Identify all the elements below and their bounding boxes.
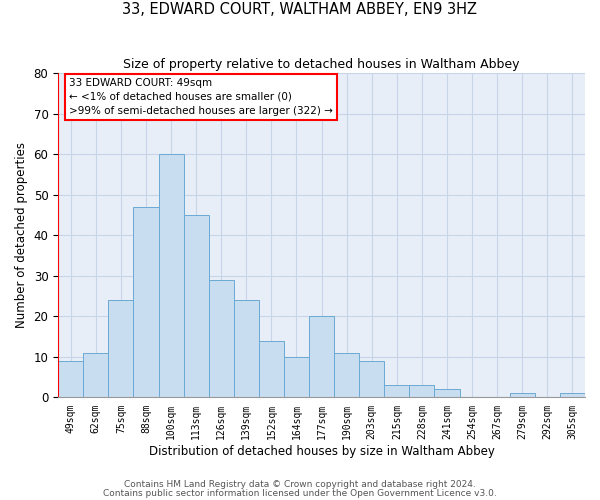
X-axis label: Distribution of detached houses by size in Waltham Abbey: Distribution of detached houses by size …: [149, 444, 494, 458]
Bar: [234, 300, 259, 398]
Bar: [109, 300, 133, 398]
Bar: [158, 154, 184, 398]
Bar: [133, 207, 158, 398]
Bar: [259, 340, 284, 398]
Bar: [284, 357, 309, 398]
Bar: [510, 394, 535, 398]
Bar: [560, 394, 585, 398]
Bar: [334, 353, 359, 398]
Title: Size of property relative to detached houses in Waltham Abbey: Size of property relative to detached ho…: [124, 58, 520, 70]
Text: 33 EDWARD COURT: 49sqm
← <1% of detached houses are smaller (0)
>99% of semi-det: 33 EDWARD COURT: 49sqm ← <1% of detached…: [68, 78, 332, 116]
Bar: [184, 215, 209, 398]
Bar: [58, 361, 83, 398]
Text: Contains public sector information licensed under the Open Government Licence v3: Contains public sector information licen…: [103, 489, 497, 498]
Bar: [209, 280, 234, 398]
Bar: [434, 390, 460, 398]
Bar: [309, 316, 334, 398]
Bar: [409, 386, 434, 398]
Bar: [83, 353, 109, 398]
Text: 33, EDWARD COURT, WALTHAM ABBEY, EN9 3HZ: 33, EDWARD COURT, WALTHAM ABBEY, EN9 3HZ: [122, 2, 478, 18]
Y-axis label: Number of detached properties: Number of detached properties: [15, 142, 28, 328]
Bar: [359, 361, 384, 398]
Bar: [384, 386, 409, 398]
Text: Contains HM Land Registry data © Crown copyright and database right 2024.: Contains HM Land Registry data © Crown c…: [124, 480, 476, 489]
